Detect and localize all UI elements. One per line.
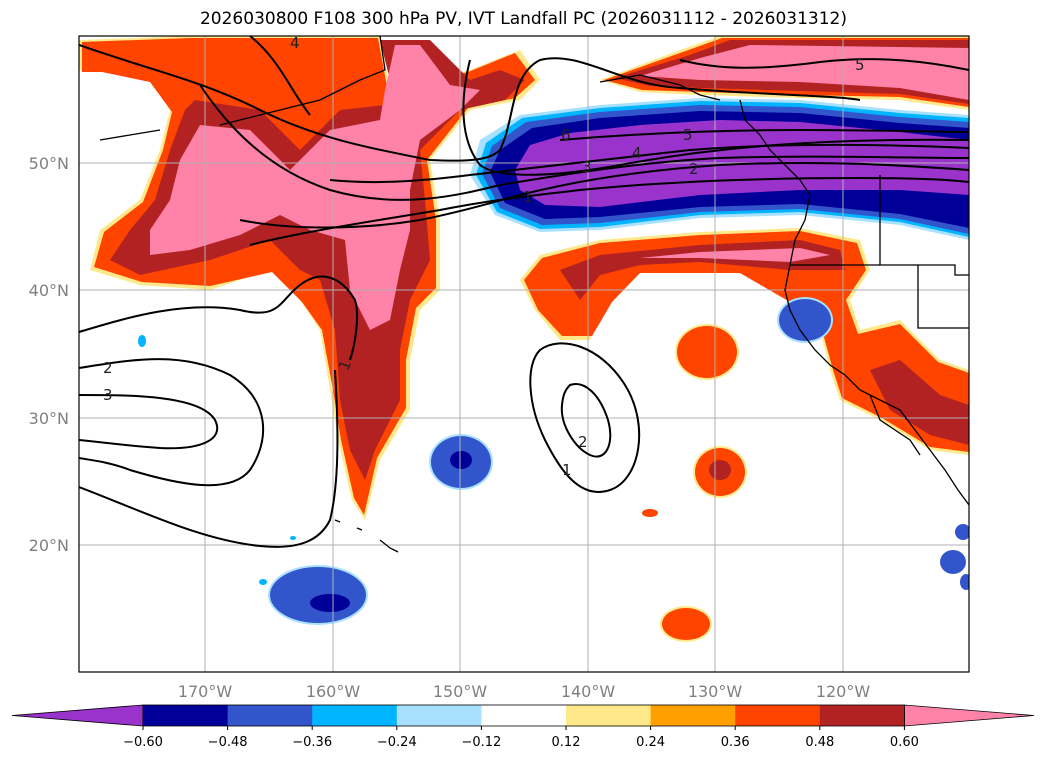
- colorbar-extend-max: [904, 704, 1035, 727]
- contour-label: 2: [103, 359, 113, 377]
- colorbar-swatch: [481, 705, 567, 726]
- coastlines: [99, 36, 969, 553]
- contour-label: 5: [683, 126, 693, 144]
- lon-tick-label: 150°W: [433, 682, 488, 701]
- lon-tick-label: 160°W: [306, 682, 361, 701]
- contour-label: 4: [290, 34, 300, 52]
- colorbar-tick-label: −0.12: [461, 735, 501, 750]
- map-title: 2026030800 F108 300 hPa PV, IVT Landfall…: [199, 9, 847, 29]
- longitude-labels: 170°W 160°W 150°W 140°W 130°W 120°W: [178, 682, 871, 701]
- colorbar-tick-label: 0.48: [805, 735, 834, 750]
- colorbar-swatch: [143, 705, 229, 726]
- colorbar-tick-label: −0.36: [292, 735, 332, 750]
- lat-tick-label: 40°N: [29, 281, 69, 300]
- colorbar: −0.60 −0.48 −0.36 −0.24 −0.12 0.12 0.24 0.36 0.4…: [11, 704, 1035, 750]
- lon-tick-label: 130°W: [688, 682, 743, 701]
- contour-label: 1: [523, 188, 533, 206]
- positive-anomaly-north-pacific: [79, 36, 540, 520]
- lat-tick-label: 20°N: [29, 536, 69, 555]
- contour-label: 2: [578, 433, 588, 451]
- lat-tick-label: 30°N: [29, 409, 69, 428]
- lon-tick-label: 140°W: [561, 682, 616, 701]
- colorbar-swatch: [819, 705, 905, 726]
- contour-labels: 2 3 1 2 1 6 5 3 4 2 1 5 4: [103, 34, 865, 479]
- colorbar-tick-label: 0.60: [890, 735, 919, 750]
- colorbar-tick-label: −0.48: [208, 735, 248, 750]
- lon-tick-label: 120°W: [816, 682, 871, 701]
- colorbar-swatch: [312, 705, 398, 726]
- colorbar-tick-label: 0.24: [636, 735, 665, 750]
- contour-label: 6: [561, 126, 571, 144]
- colorbar-swatch: [735, 705, 821, 726]
- shaded-field: 2 3 1 2 1 6 5 3 4 2 1 5 4: [79, 34, 969, 672]
- colorbar-tick-label: −0.24: [377, 735, 417, 750]
- colorbar-swatch: [396, 705, 482, 726]
- colorbar-extend-min: [11, 704, 144, 727]
- colorbar-swatch: [650, 705, 736, 726]
- lon-tick-label: 170°W: [178, 682, 233, 701]
- colorbar-swatch: [566, 705, 652, 726]
- small-anomaly-blobs: [138, 297, 969, 642]
- pv-contours: [79, 36, 969, 548]
- contour-label: 3: [103, 386, 113, 404]
- map-frame: [78, 35, 970, 673]
- colorbar-tick-label: 0.36: [721, 735, 750, 750]
- colorbar-swatch: [227, 705, 313, 726]
- lat-tick-label: 50°N: [29, 154, 69, 173]
- contour-label: 1: [562, 461, 572, 479]
- latitude-labels: 50°N 40°N 30°N 20°N: [29, 154, 69, 555]
- negative-anomaly-jet: [470, 98, 969, 240]
- colorbar-tick-label: 0.12: [552, 735, 581, 750]
- colorbar-tick-label: −0.60: [123, 735, 163, 750]
- contour-label: 2: [689, 160, 699, 178]
- contour-label: 5: [855, 56, 865, 74]
- contour-label: 4: [632, 144, 642, 162]
- colorbar-outline: [142, 704, 905, 727]
- contour-label: 3: [582, 158, 592, 176]
